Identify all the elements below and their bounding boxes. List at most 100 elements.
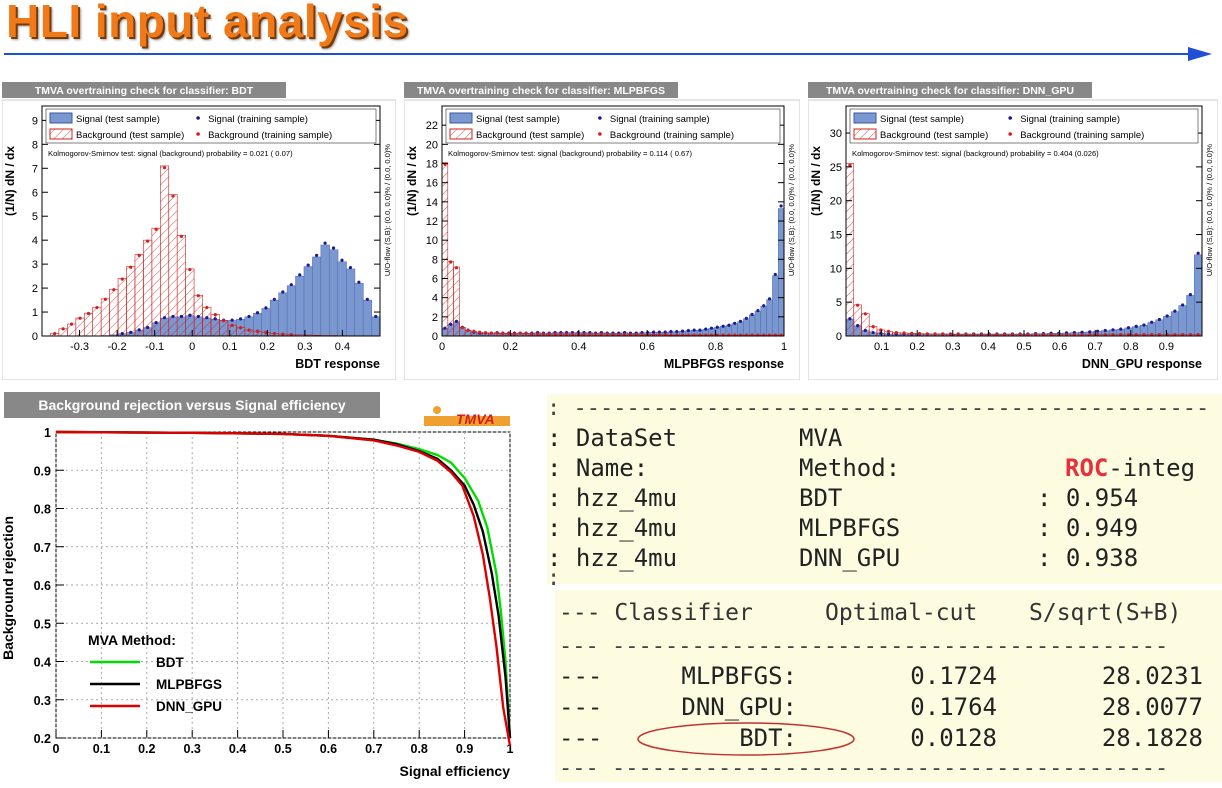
background-training-point [663,332,667,337]
signal-training-point [680,329,685,333]
y-tick-label: 9 [32,115,38,127]
background-training-point [264,330,268,335]
signal-bar [329,249,339,337]
y-tick-label: 0 [32,331,38,343]
signal-training-point [1119,327,1123,331]
signal-bar [1163,316,1172,337]
background-training-point [553,332,557,336]
background-bar [168,194,178,337]
plot-frame [41,105,381,337]
background-training-point [576,332,580,336]
x-tick-label: 0.8 [1123,341,1138,353]
x-tick-label: 1 [507,742,514,756]
signal-training-point [886,332,891,336]
x-tick-label: 0.8 [708,341,723,353]
background-bar [83,312,93,337]
mlpbfgs-overtraining-chart: TMVA overtraining check for classifier: … [404,80,800,380]
background-bar [160,165,170,337]
background-training-point [272,332,276,336]
y-tick-label: 0.3 [34,694,51,708]
x-tick-label: 0.9 [1159,341,1174,353]
panel-title: TMVA overtraining check for classifier: … [826,85,1074,97]
background-training-point [512,332,517,336]
background-training-point [449,260,453,264]
signal-training-point [779,204,783,208]
signal-bar [346,268,356,337]
y-tick-label: 0.4 [34,656,51,670]
background-training-point [1188,333,1192,337]
background-training-point [1088,333,1092,337]
signal-bar [772,275,779,337]
signal-bar [320,244,330,337]
background-training-point [518,331,522,335]
background-bar [861,313,870,337]
background-training-point [1142,333,1146,337]
background-training-point [640,332,644,337]
signal-training-point [449,322,453,326]
dash-line: : --------------------------------------… [547,396,1210,421]
background-bar [100,298,110,337]
x-axis-label: DNN_GPU response [1082,357,1202,371]
y-tick-label: 16 [426,178,438,190]
signal-training-point [162,316,167,320]
y-tick-label: 4 [432,293,438,305]
x-axis-label: Signal efficiency [400,763,511,779]
title-arrow [4,47,1212,61]
y-tick-label: 0.7 [34,541,51,555]
signal-bar [760,306,768,337]
signal-bar [303,266,313,337]
signal-training-point [1150,320,1154,324]
signal-bar [354,283,364,337]
classifier-cell: DNN_GPU: [681,693,797,721]
legend-box [445,108,781,144]
y-tick-label: 0.6 [34,579,51,593]
background-training-point [1026,333,1030,337]
ks-test-label: Kolmogorov-Smirnov test: signal (backgro… [448,149,693,158]
roc-suffix: -integ [1108,454,1196,482]
x-tick-label: 0.8 [411,742,428,756]
background-training-point [205,305,209,310]
y-tick-label: 2 [32,283,38,295]
signal-bar [1186,295,1195,337]
background-training-point [247,328,251,332]
y-tick-label: 20 [830,196,842,208]
y-tick-label: 15 [830,230,842,242]
signal-training-point [756,308,760,313]
y-tick-label: 5 [32,211,38,223]
signal-training-point [721,324,725,328]
y-tick-label: 2 [432,312,438,324]
signal-training-point [264,306,268,310]
background-training-point [524,332,528,336]
legend-label: Background (test sample) [476,130,584,141]
method-cell: MLPBFGS [799,514,901,542]
signal-training-point [1165,314,1169,318]
x-tick-label: 0.1 [874,341,889,353]
x-tick-label: 0.4 [571,341,586,353]
background-training-point [925,332,929,336]
x-tick-label: 0.6 [320,742,337,756]
legend-marker [598,116,602,120]
x-tick-label: 0.3 [184,742,201,756]
signal-training-point [686,329,690,333]
y-tick-label: 6 [32,187,38,199]
background-bar [176,235,186,337]
signal-bar [362,299,373,337]
signal-training-point [1181,303,1185,307]
signal-training-point [365,297,369,301]
signal-training-point [137,328,141,332]
background-training-point [495,331,499,335]
legend-label: Background (test sample) [880,130,988,141]
panel-title: TMVA overtraining check for classifier: … [35,85,254,97]
background-training-point [472,329,476,333]
background-training-point [466,328,470,332]
y-tick-label: 8 [432,254,438,266]
background-training-point [863,312,867,316]
background-training-point [1111,333,1115,337]
background-training-point [651,332,656,337]
x-tick-label: 0.2 [260,341,275,353]
background-bar [453,266,460,337]
signal-training-point [863,328,867,333]
background-training-point [594,332,598,336]
tmva-logo-text: TMVA [456,411,495,427]
legend-marker [196,116,200,120]
